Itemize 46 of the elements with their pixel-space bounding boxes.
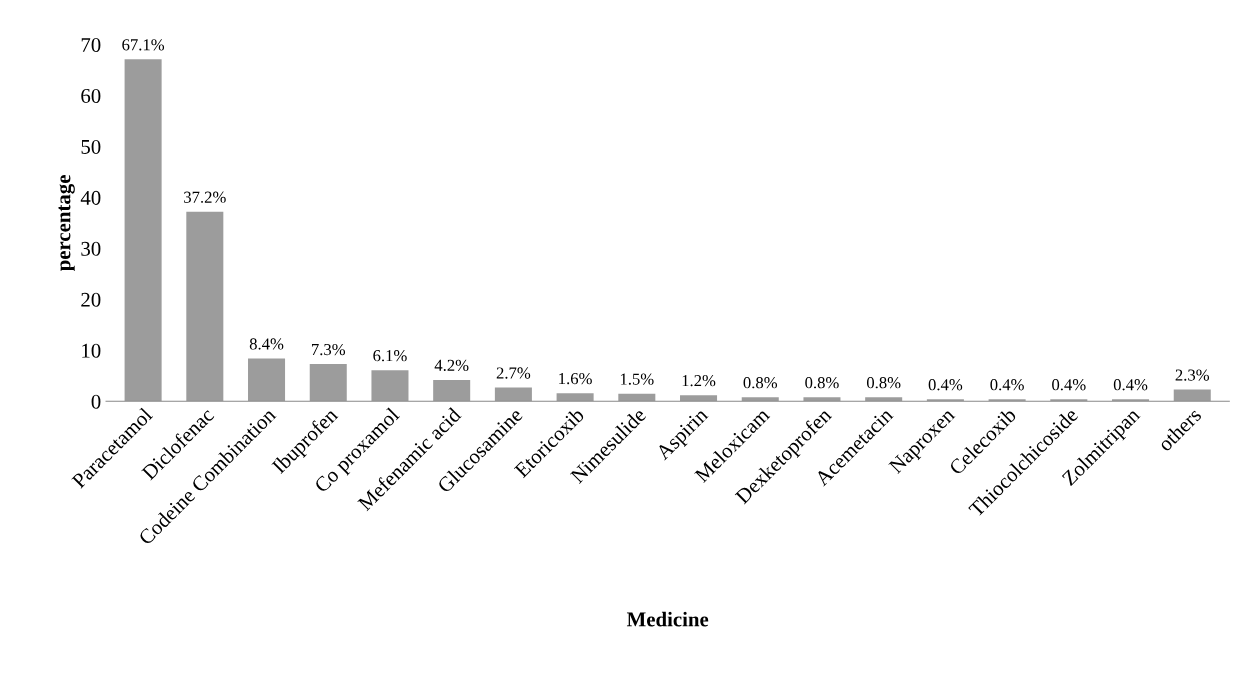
data-label: 0.4% (1052, 379, 1086, 391)
bar (680, 395, 718, 402)
bar (371, 370, 409, 402)
data-label: 0.8% (743, 377, 778, 389)
data-label: 37.2% (184, 191, 226, 203)
data-label: 1.6% (559, 372, 592, 385)
data-label: 2.3% (1175, 369, 1210, 381)
bar (1050, 399, 1088, 402)
y-tick-label: 20 (81, 292, 101, 307)
y-tick-label: 50 (81, 139, 101, 154)
bar (741, 397, 779, 402)
bar (803, 397, 841, 402)
data-label: 6.1% (373, 350, 407, 362)
y-tick-label: 40 (80, 190, 101, 205)
data-label: 0.8% (805, 377, 839, 389)
bar (618, 393, 656, 402)
data-label: 67.1% (122, 39, 165, 51)
data-label: 1.5% (620, 373, 654, 385)
data-label: 0.8% (866, 377, 901, 389)
data-label: 2.7% (496, 367, 531, 379)
y-axis-title: percentage (58, 175, 75, 272)
data-label: 8.4% (249, 338, 284, 350)
bar (124, 59, 162, 402)
data-label: 0.4% (928, 379, 963, 391)
bar (865, 397, 903, 402)
data-label: 4.2% (434, 359, 469, 372)
y-tick-label: 70 (81, 37, 101, 53)
bar (433, 379, 471, 402)
y-tick-label: 0 (91, 394, 101, 409)
x-axis-title: Medicine (626, 611, 709, 627)
y-tick-label: 60 (81, 88, 101, 103)
y-tick-label: 30 (81, 241, 101, 256)
bar (926, 399, 964, 402)
bar (309, 364, 347, 402)
bar (494, 387, 532, 402)
data-label: 0.4% (990, 379, 1024, 391)
bar (556, 393, 594, 402)
data-label: 1.2% (682, 375, 716, 387)
data-label: 7.3% (311, 343, 346, 356)
bar (186, 211, 224, 402)
bar (1173, 389, 1211, 402)
bar (248, 358, 286, 402)
y-tick-label: 10 (82, 343, 101, 358)
bar (1112, 399, 1150, 402)
bar (988, 399, 1026, 402)
data-label: 0.4% (1113, 379, 1148, 391)
